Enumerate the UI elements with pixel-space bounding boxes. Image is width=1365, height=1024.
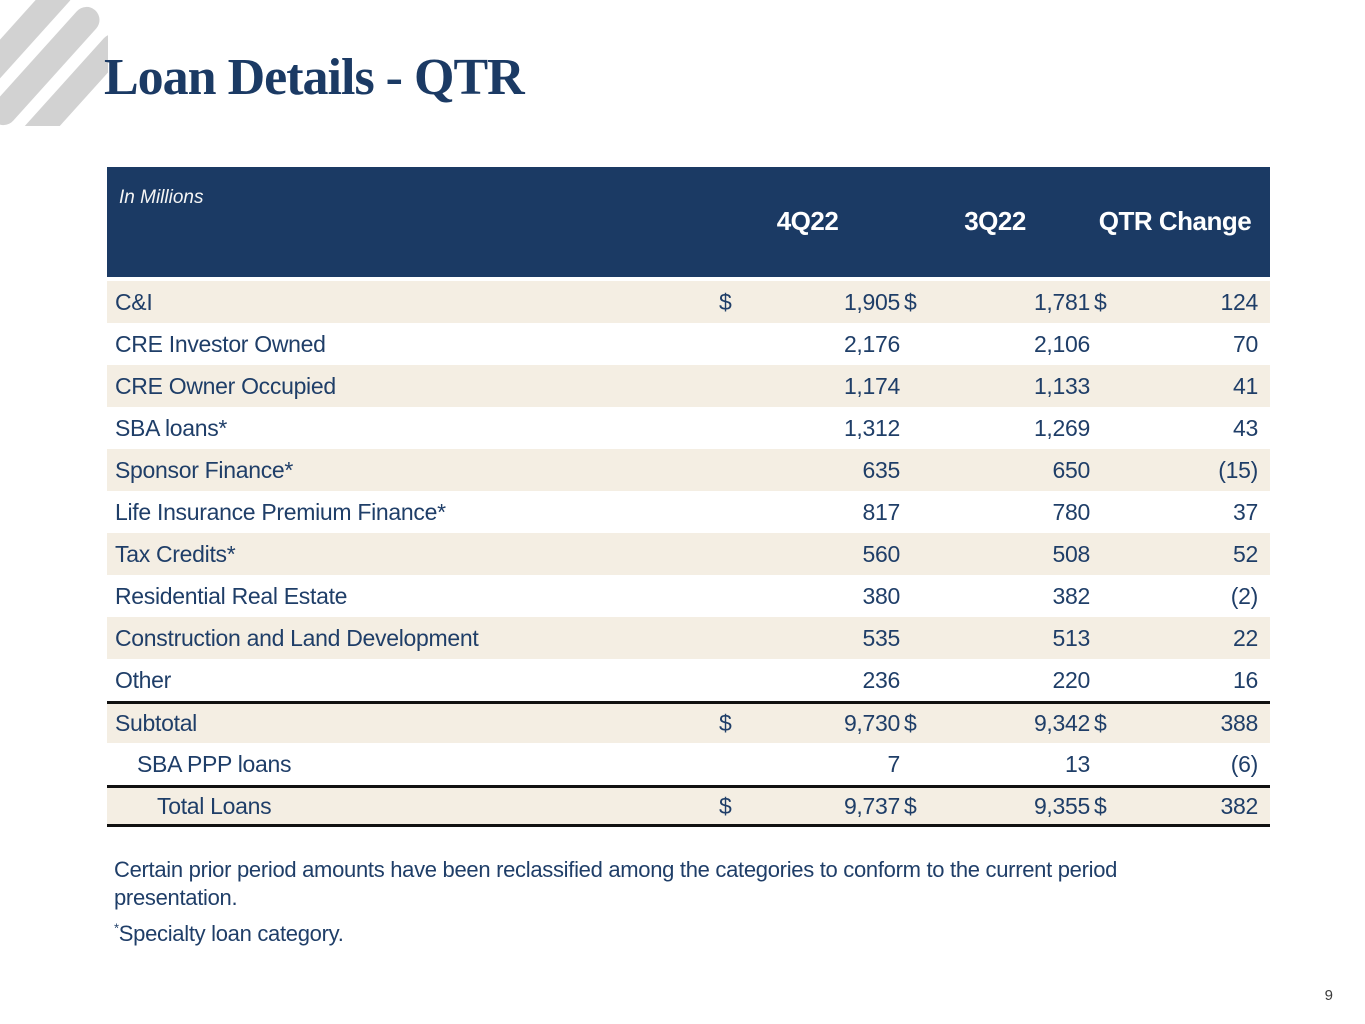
value-cell-qtr-change: (15) [1218, 456, 1258, 483]
row-label: Residential Real Estate [115, 582, 348, 609]
unit-label: In Millions [119, 187, 204, 208]
table-row: C&I $ 1,905 $ 1,781 $ 124 [107, 281, 1270, 323]
value-cell-3q22: 13 [1065, 750, 1090, 777]
value-cell-qtr-change: 388 [1220, 710, 1259, 736]
value-cell-4q22: 635 [862, 456, 901, 483]
dollar-sign: $ [719, 710, 732, 736]
value-cell-qtr-change: 41 [1233, 372, 1258, 399]
value-cell-3q22: 780 [1052, 498, 1091, 525]
row-label: Life Insurance Premium Finance* [115, 498, 446, 525]
value-cell-qtr-change: 52 [1233, 540, 1258, 567]
value-cell-4q22: 1,312 [843, 414, 900, 441]
value-cell-qtr-change: 22 [1233, 624, 1258, 651]
value-cell-3q22: 650 [1052, 456, 1091, 483]
value-cell-4q22: 560 [862, 540, 901, 567]
dollar-sign: $ [904, 710, 917, 736]
value-cell-3q22: 1,269 [1033, 414, 1090, 441]
value-cell-3q22: 2,106 [1033, 330, 1090, 357]
row-label: Tax Credits* [115, 540, 236, 567]
table-row: Construction and Land Development 535 51… [107, 617, 1270, 659]
row-label: Subtotal [115, 710, 197, 736]
table-row: SBA loans* 1,312 1,269 43 [107, 407, 1270, 449]
row-label: Construction and Land Development [115, 624, 479, 651]
value-cell-qtr-change: 37 [1233, 498, 1258, 525]
table-row: CRE Owner Occupied 1,174 1,133 41 [107, 365, 1270, 407]
value-cell-3q22: 220 [1052, 666, 1091, 693]
table-row: SBA PPP loans 7 13 (6) [107, 743, 1270, 785]
table-row: CRE Investor Owned 2,176 2,106 70 [107, 323, 1270, 365]
value-cell-3q22: 508 [1052, 540, 1091, 567]
dollar-sign: $ [719, 288, 732, 315]
value-cell-3q22: 382 [1052, 582, 1091, 609]
dollar-sign: $ [904, 792, 917, 819]
value-cell-qtr-change: (6) [1230, 750, 1259, 777]
row-label: C&I [115, 288, 153, 315]
value-cell-qtr-change: (2) [1230, 582, 1259, 609]
loan-table: In Millions 4Q22 3Q22 QTR Change C&I $ 1… [107, 167, 1270, 827]
value-cell-qtr-change: 16 [1233, 666, 1258, 693]
asterisk-marker: * [114, 920, 119, 936]
row-label: CRE Investor Owned [115, 330, 326, 357]
value-cell-qtr-change: 43 [1233, 414, 1258, 441]
value-cell-3q22: 1,781 [1033, 288, 1090, 315]
row-label: Other [115, 666, 172, 693]
row-label: CRE Owner Occupied [115, 372, 336, 399]
table-row: Total Loans $ 9,737 $ 9,355 $ 382 [107, 785, 1270, 827]
row-label: SBA loans* [115, 414, 228, 441]
table-row: Sponsor Finance* 635 650 (15) [107, 449, 1270, 491]
column-header-qtr-change: QTR Change [1098, 206, 1252, 237]
value-cell-4q22: 817 [862, 498, 901, 525]
value-cell-qtr-change: 382 [1220, 792, 1259, 819]
column-header-3q22: 3Q22 [964, 206, 1026, 237]
table-row: Other 236 220 16 [107, 659, 1270, 701]
table-header: In Millions 4Q22 3Q22 QTR Change [107, 167, 1270, 277]
column-header-4q22: 4Q22 [776, 206, 839, 237]
value-cell-4q22: 9,737 [843, 792, 900, 819]
company-logo [0, 0, 108, 126]
table-body: C&I $ 1,905 $ 1,781 $ 124 CRE Investor O… [107, 281, 1270, 827]
page-number: 9 [1324, 987, 1333, 1004]
page-title: Loan Details - QTR [104, 49, 525, 106]
value-cell-4q22: 1,905 [843, 288, 900, 315]
value-cell-qtr-change: 124 [1220, 288, 1259, 315]
footnote-specialty: *Specialty loan category. [114, 920, 1189, 948]
value-cell-4q22: 9,730 [843, 710, 900, 736]
value-cell-3q22: 9,342 [1033, 710, 1090, 736]
value-cell-4q22: 1,174 [843, 372, 900, 399]
value-cell-3q22: 513 [1052, 624, 1091, 651]
footnote-reclassification: Certain prior period amounts have been r… [114, 857, 1118, 910]
table-row: Life Insurance Premium Finance* 817 780 … [107, 491, 1270, 533]
table-row: Subtotal $ 9,730 $ 9,342 $ 388 [107, 701, 1270, 743]
row-label: Sponsor Finance* [115, 456, 294, 483]
value-cell-3q22: 9,355 [1033, 792, 1090, 819]
value-cell-4q22: 535 [862, 624, 901, 651]
dollar-sign: $ [1094, 288, 1107, 315]
footnote-specialty-text: Specialty loan category. [118, 921, 344, 946]
value-cell-4q22: 236 [862, 666, 901, 693]
dollar-sign: $ [904, 288, 917, 315]
dollar-sign: $ [1094, 710, 1107, 736]
row-label: Total Loans [157, 792, 272, 819]
table-row: Residential Real Estate 380 382 (2) [107, 575, 1270, 617]
value-cell-3q22: 1,133 [1033, 372, 1090, 399]
value-cell-4q22: 7 [887, 750, 901, 777]
row-label: SBA PPP loans [137, 750, 292, 777]
value-cell-qtr-change: 70 [1233, 330, 1258, 357]
dollar-sign: $ [1094, 792, 1107, 819]
value-cell-4q22: 380 [862, 582, 901, 609]
value-cell-4q22: 2,176 [843, 330, 900, 357]
table-row: Tax Credits* 560 508 52 [107, 533, 1270, 575]
dollar-sign: $ [719, 792, 732, 819]
